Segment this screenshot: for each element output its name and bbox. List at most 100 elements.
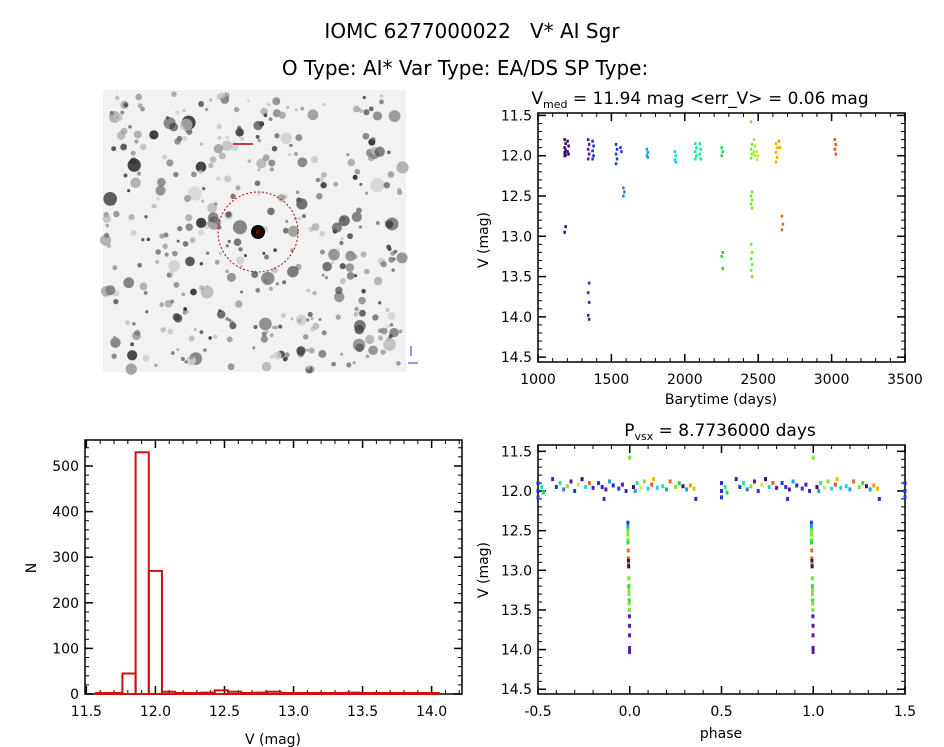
lightcurve-point	[564, 142, 567, 146]
star	[264, 254, 270, 260]
phased-point	[787, 487, 791, 492]
star	[145, 310, 149, 314]
phased-point	[604, 487, 608, 492]
phased-ytick-label: 14.5	[501, 682, 532, 698]
lightcurve-point	[673, 150, 677, 154]
lightcurve-point	[614, 152, 618, 156]
lightcurve-ytick-label: 14.5	[501, 350, 532, 366]
phased-point	[627, 614, 631, 619]
star	[156, 196, 160, 201]
star	[246, 99, 250, 103]
star	[170, 299, 175, 304]
lightcurve-point	[756, 154, 760, 158]
phased-point	[809, 520, 813, 525]
star	[127, 158, 141, 172]
phased-xtick-label: -0.5	[524, 704, 551, 720]
phased-point	[819, 481, 823, 486]
histogram-xlabel: V (mag)	[245, 732, 301, 747]
star	[261, 271, 275, 285]
phased-point	[738, 485, 742, 490]
lightcurve-point	[749, 202, 753, 206]
star	[226, 336, 233, 343]
phased-point	[775, 485, 779, 490]
star	[128, 214, 135, 221]
phased-point	[536, 488, 540, 493]
phased-point	[628, 649, 632, 654]
phased-ytick-label: 13.5	[501, 603, 532, 619]
phased-point	[587, 481, 591, 486]
phased-point	[811, 601, 815, 606]
phased-point	[720, 481, 723, 486]
star	[306, 288, 311, 293]
phased-point	[811, 646, 815, 651]
phased-point	[655, 485, 659, 490]
star	[321, 273, 325, 277]
phased-point	[811, 607, 815, 612]
phased-point	[811, 598, 815, 603]
star	[282, 356, 288, 362]
star	[380, 261, 387, 268]
star	[346, 153, 350, 157]
lightcurve-point	[720, 254, 723, 258]
star	[269, 333, 274, 338]
lightcurve-point	[614, 142, 618, 146]
phased-point	[627, 598, 631, 603]
star	[201, 199, 205, 203]
lightcurve-point	[753, 154, 757, 158]
star	[213, 334, 218, 339]
histogram-bar	[358, 692, 374, 695]
phased-point	[626, 532, 630, 537]
star	[373, 276, 383, 286]
phased-point	[786, 496, 790, 501]
lightcurve-point	[567, 144, 570, 148]
lightcurve-point	[623, 190, 626, 194]
phased-point	[608, 479, 612, 484]
star	[185, 256, 195, 267]
phased-point	[810, 548, 814, 553]
lightcurve-point	[566, 150, 569, 154]
star	[221, 140, 233, 151]
star	[123, 277, 135, 289]
star	[256, 158, 267, 169]
lightcurve-point	[619, 146, 622, 150]
phased-point	[626, 540, 630, 545]
phased-point	[580, 477, 584, 482]
phased-ytick-label: 13.0	[501, 563, 532, 579]
lightcurve-point	[834, 142, 838, 146]
phased-ytick-label: 12.0	[501, 484, 532, 500]
star	[311, 155, 319, 164]
star	[111, 353, 117, 359]
star	[113, 210, 120, 218]
star	[268, 286, 274, 291]
star	[265, 330, 269, 334]
phased-point	[602, 496, 606, 501]
phased-point	[780, 481, 784, 486]
phased-point	[742, 481, 746, 486]
star	[199, 142, 203, 146]
histogram-xtick-label: 12.0	[140, 704, 171, 720]
phased-point	[810, 564, 814, 569]
phased-point	[688, 483, 692, 488]
star	[346, 362, 352, 368]
lightcurve-point	[752, 150, 756, 154]
phased-point	[627, 564, 631, 569]
star	[151, 203, 157, 209]
phased-point	[661, 484, 665, 489]
lightcurve-ytick-label: 12.0	[501, 149, 532, 165]
lightcurve-xtick-label: 3500	[887, 372, 923, 388]
phased-point	[633, 488, 637, 493]
star	[230, 193, 236, 200]
lightcurve-ylabel: V (mag)	[476, 212, 492, 268]
star	[130, 230, 137, 236]
phased-point	[815, 485, 819, 490]
star	[149, 130, 159, 140]
compass-icon	[408, 346, 418, 364]
phased-point	[652, 477, 656, 482]
star	[282, 280, 287, 285]
star	[130, 150, 136, 156]
star	[254, 180, 261, 187]
star	[391, 268, 395, 272]
phased-point	[753, 479, 757, 484]
phased-point	[864, 484, 868, 489]
star	[295, 190, 300, 195]
